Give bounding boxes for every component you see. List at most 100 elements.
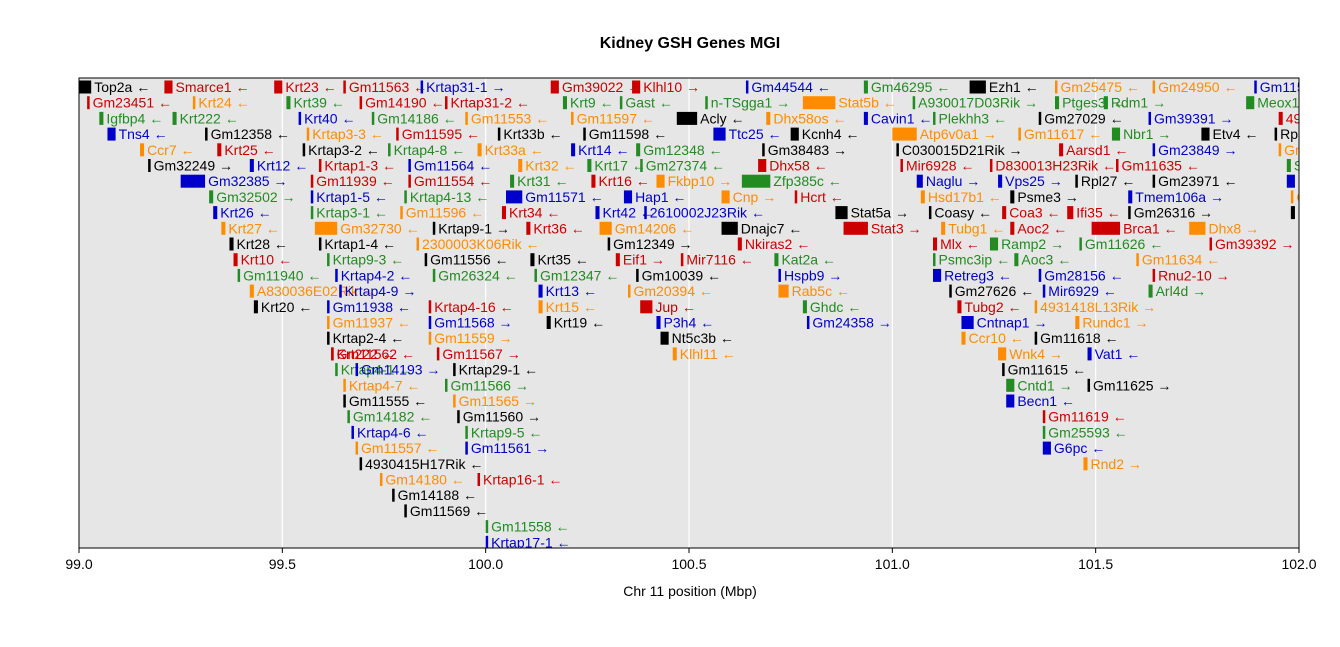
gene-label: A930017D03Rik → [918,95,1038,111]
gene-label: Gm11567 → [442,346,520,362]
gene-label: Gm12358 ← [211,126,290,142]
gene-label: Gm28156 ← [1044,267,1123,283]
gene-block [900,159,903,172]
gene-block [359,457,363,471]
gene-block [428,331,432,345]
gene-label: D830013H23Rik ← [995,158,1116,174]
gene-label: Krtap16-1 ← [483,472,562,488]
gene-block [640,300,653,314]
gene-label: Krtap9-5 ← [471,424,543,440]
gene-label: Retreg3 ← [944,267,1012,283]
gene-label: Klhl10 → [643,79,700,95]
gene-label: Gm11596 ← [406,205,484,221]
gene-label: Coa3 ← [1009,205,1060,221]
gene-block [550,80,559,94]
gene-block [1038,268,1042,282]
gene-label: Gm11554 ← [414,173,492,189]
gene-label: Etv4 ← [1213,126,1259,142]
gene-label: Krt10 ← [241,252,292,268]
gene-label: Krt222 ← [180,110,239,126]
gene-label: Krtap4-16 ← [434,299,513,315]
gene-block [310,190,314,204]
gene-block [1042,410,1046,424]
gene-label: Plekhh3 ← [939,110,1007,126]
gene-label: Gm11569 ← [410,503,488,519]
gene-block [806,316,810,329]
gene-label: Ccr7 ← [147,142,194,158]
gene-block [933,237,938,251]
gene-label: So → [1294,158,1329,174]
gene-block [1059,143,1064,157]
gene-label: Ezh1 ← [989,79,1039,95]
gene-block [485,520,489,534]
gene-label: Gm23849 → [1158,142,1237,158]
gene-block [164,80,173,94]
gene-label: Gm12347 ← [540,267,619,283]
x-tick-label: 102.0 [1281,556,1316,572]
gene-block [445,378,448,392]
gene-block [892,127,917,141]
gene-label: Psme3 → [1017,189,1078,205]
gene-label: Tubg1 ← [948,220,1005,236]
gene-block [1152,268,1156,282]
gene-label: Brca1 ← [1123,220,1177,236]
gene-block [628,284,631,298]
gene-block [534,268,537,282]
gene-label: Rpl27 ← [1081,173,1135,189]
gene-label: Jup ← [655,299,695,315]
gene-block [774,253,779,267]
gene-label: Krtap1-4 ← [324,236,396,252]
gene-block [497,127,501,141]
gene-label: Krtap2-4 ← [333,330,405,346]
gene-label: Krtap4-1 ← [341,362,413,378]
gene-label: Gm11566 → [451,377,529,393]
gene-block [656,174,665,188]
gene-block [1290,190,1294,204]
gene-block [989,237,999,251]
gene-label: Gm115 → [1260,79,1323,95]
gene-block [933,253,936,267]
gene-block [676,111,698,125]
gene-block [863,80,868,94]
gene-block [623,190,633,204]
gene-block [835,206,848,220]
gene-block [998,174,1003,188]
gene-block [802,96,836,110]
gene-block [453,394,456,408]
gene-block [680,253,684,267]
gene-block [758,159,767,172]
gene-label: Gm12348 ← [643,142,722,158]
gene-block [286,96,291,110]
gene-label: Krtap3-2 ← [308,142,380,158]
gene-block [989,159,993,172]
gene-block [619,96,623,110]
gene-label: Rab5c ← [792,283,850,299]
gene-label: Rnu2-10 → [1158,267,1230,283]
gene-label: Coasy ← [934,205,992,221]
gene-block [595,206,600,220]
gene-label: Gm11617 ← [1024,126,1102,142]
gene-label: Gm27029 ← [1044,110,1123,126]
gene-label: Arl4d → [1156,283,1207,299]
gene-label: Eif1 → [623,252,665,268]
gene-block [343,80,346,94]
gene-label: Krtap17-1 ← [491,534,570,550]
gene-label: Krtap3-3 ← [312,126,384,142]
gene-block [1014,253,1019,267]
gene-label: Krt17 ← [594,158,645,174]
gene-block [526,221,531,235]
gene-label: Gm11558 ← [491,519,569,535]
gene-label: Gm14188 ← [398,487,477,503]
gene-label: Gm39022 → [562,79,641,95]
gene-block [778,284,789,298]
gene-label: Stat5b ← [838,95,896,111]
gene-label: Gr → [1296,189,1329,205]
gene-block [335,363,338,377]
gene-block [205,127,208,141]
gene-block [1286,174,1295,188]
gene-label: Gm24950 ← [1158,79,1237,95]
gene-block [530,253,535,267]
gene-label: Gm24358 → [812,315,891,331]
gene-block [298,111,302,125]
gene-block [249,159,254,172]
